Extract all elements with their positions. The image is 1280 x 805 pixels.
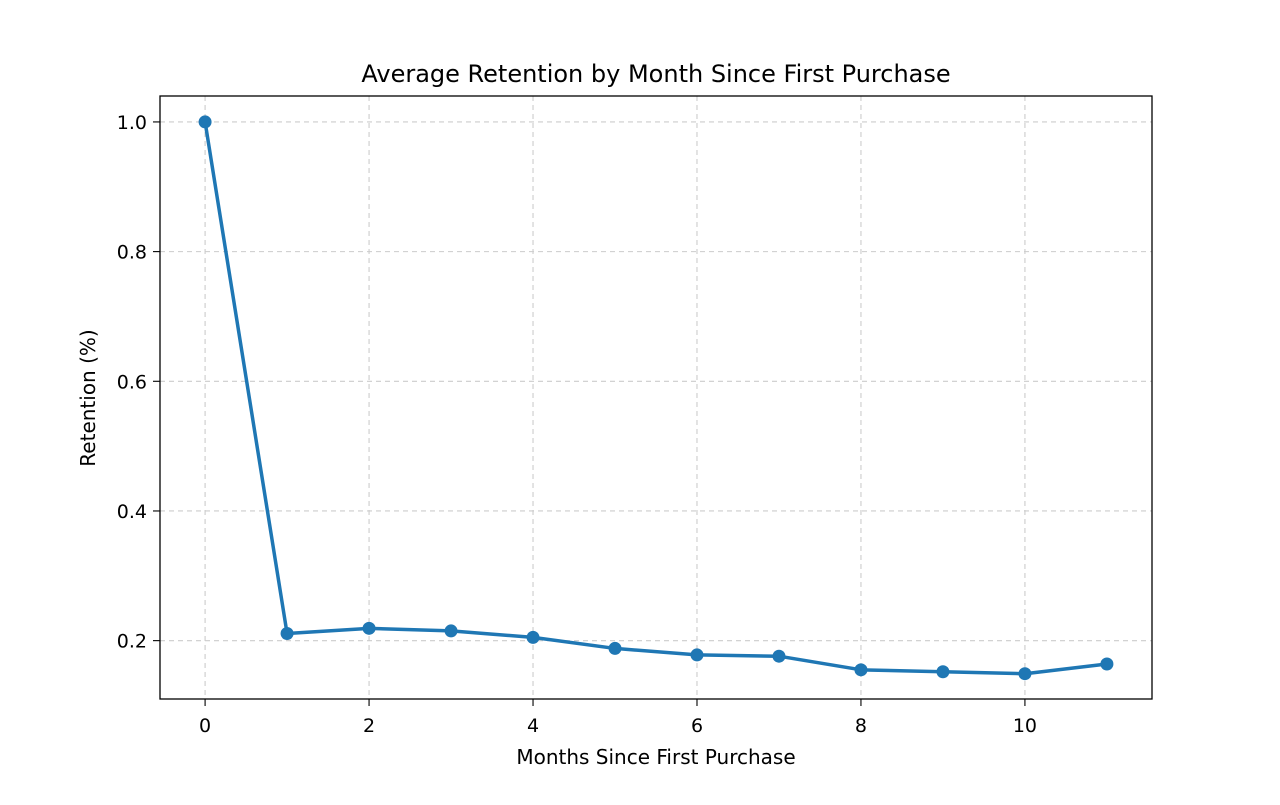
x-tick-label: 6 [691, 715, 703, 737]
x-tick-label: 8 [855, 715, 867, 737]
y-tick-label: 1.0 [117, 112, 147, 134]
series-layer [198, 115, 1114, 681]
y-tick-label: 0.6 [117, 371, 147, 393]
data-point [198, 115, 212, 129]
y-axis-label: Retention (%) [76, 329, 100, 466]
series-line-0 [203, 120, 1109, 676]
data-point [444, 624, 458, 638]
data-point [608, 641, 622, 655]
data-point [854, 663, 868, 677]
data-point [362, 621, 376, 635]
plot-frame [159, 95, 1153, 700]
grid [160, 96, 1152, 699]
x-tick-label: 4 [527, 715, 539, 737]
data-point [1018, 667, 1032, 681]
x-axis-label: Months Since First Purchase [516, 745, 795, 769]
data-point [772, 649, 786, 663]
x-tick-label: 10 [1013, 715, 1037, 737]
data-point [690, 648, 704, 662]
chart-title: Average Retention by Month Since First P… [361, 60, 950, 88]
data-point [936, 665, 950, 679]
data-point [280, 627, 294, 641]
y-tick-label: 0.4 [117, 501, 147, 523]
x-tick-label: 2 [363, 715, 375, 737]
x-tick-label: 0 [199, 715, 211, 737]
data-point [526, 630, 540, 644]
ticks: 0 2 4 6 8 10 0.2 0.4 0.6 0.8 1.0 [117, 112, 1037, 737]
y-tick-label: 0.8 [117, 242, 147, 264]
data-point [1100, 657, 1114, 671]
y-tick-label: 0.2 [117, 631, 147, 653]
